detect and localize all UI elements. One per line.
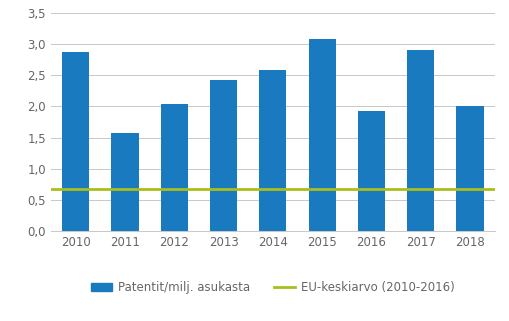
Bar — [160, 104, 187, 231]
Bar — [357, 111, 384, 231]
Bar — [111, 133, 138, 231]
Bar — [62, 52, 89, 231]
Bar — [456, 106, 483, 231]
Legend: Patentit/milj. asukasta, EU-keskiarvo (2010-2016): Patentit/milj. asukasta, EU-keskiarvo (2… — [86, 276, 459, 299]
Bar — [210, 80, 237, 231]
Bar — [406, 50, 434, 231]
Bar — [259, 70, 286, 231]
Bar — [308, 39, 335, 231]
